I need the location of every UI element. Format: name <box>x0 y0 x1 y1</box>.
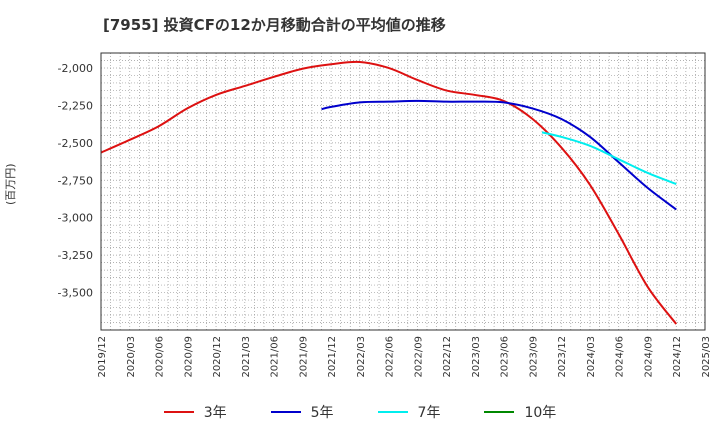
y-tick-label: -3,250 <box>58 249 93 262</box>
legend-label: 10年 <box>524 405 557 421</box>
x-tick-label: 2020/09 <box>183 336 194 378</box>
x-tick-label: 2020/03 <box>126 336 137 378</box>
x-tick-label: 2023/12 <box>557 336 568 378</box>
x-tick-label: 2023/03 <box>471 336 482 378</box>
series-lines <box>100 60 678 325</box>
series-line-5年 <box>321 99 677 211</box>
plot-frame <box>100 52 706 331</box>
legend-item: 3年 <box>163 402 227 422</box>
legend-item: 10年 <box>484 402 556 422</box>
x-tick-label: 2024/03 <box>586 336 597 378</box>
x-tick-labels: 2019/12 2020/03 2020/06 2020/09 2020/12 2021/… <box>97 336 712 378</box>
y-tick-label: -2,500 <box>58 137 93 150</box>
x-tick-label: 2024/09 <box>643 336 654 378</box>
legend: 3年 5年 7年 10年 <box>0 402 720 422</box>
legend-label: 5年 <box>310 405 334 421</box>
x-tick-label: 2024/06 <box>615 336 626 378</box>
x-tick-label: 2023/06 <box>500 336 511 378</box>
y-tick-labels: -2,000 -2,250 -2,500 -2,750 -3,000 -3,250 -3,5… <box>58 62 93 300</box>
x-tick-label: 2022/09 <box>413 336 424 378</box>
x-tick-label: 2020/06 <box>155 336 166 378</box>
legend-swatch <box>484 411 515 413</box>
grid-lines <box>101 53 705 330</box>
x-tick-label: 2024/12 <box>672 336 683 378</box>
series-line-7年 <box>541 131 677 185</box>
legend-label: 3年 <box>203 405 227 421</box>
x-tick-label: 2025/03 <box>701 336 712 378</box>
x-tick-label: 2022/03 <box>356 336 367 378</box>
legend-item: 5年 <box>270 402 334 422</box>
legend-swatch <box>377 411 408 413</box>
x-tick-label: 2021/12 <box>327 336 338 378</box>
y-tick-label: -2,750 <box>58 174 93 187</box>
x-tick-label: 2023/09 <box>528 336 539 378</box>
x-tick-label: 2020/12 <box>212 336 223 378</box>
x-tick-label: 2021/09 <box>298 336 309 378</box>
x-tick-label: 2021/06 <box>270 336 281 378</box>
chart-title: [7955] 投資CFの12か月移動合計の平均値の推移 <box>103 16 446 34</box>
legend-item: 7年 <box>377 402 441 422</box>
x-tick-label: 2022/06 <box>385 336 396 378</box>
x-tick-label: 2021/03 <box>241 336 252 378</box>
x-tick-label: 2019/12 <box>97 336 108 378</box>
legend-swatch <box>163 411 194 413</box>
legend-label: 7年 <box>417 405 441 421</box>
x-tick-label: 2022/12 <box>442 336 453 378</box>
y-tick-label: -3,500 <box>58 287 93 300</box>
y-tick-label: -3,000 <box>58 212 93 225</box>
legend-swatch <box>270 411 301 413</box>
series-line-3年 <box>100 60 678 325</box>
y-tick-label: -2,000 <box>58 62 93 75</box>
y-tick-label: -2,250 <box>58 99 93 112</box>
